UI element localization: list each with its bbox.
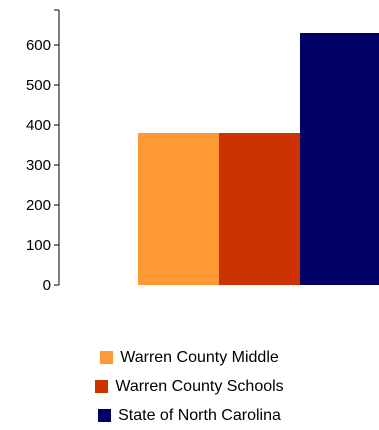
legend-label: Warren County Middle bbox=[120, 348, 279, 366]
legend-label: State of North Carolina bbox=[118, 406, 281, 424]
bar bbox=[219, 133, 300, 285]
legend-label: Warren County Schools bbox=[115, 377, 284, 395]
y-tick-label: 100 bbox=[26, 237, 51, 254]
legend-swatch-icon bbox=[100, 351, 114, 364]
legend-item: Warren County Middle bbox=[0, 343, 379, 372]
bar-chart-svg: 0 100 200 300 400 500 600 bbox=[26, 9, 379, 294]
y-tick-label: 300 bbox=[26, 157, 51, 174]
legend-item: State of North Carolina bbox=[0, 401, 379, 430]
y-tick-label: 200 bbox=[26, 197, 51, 214]
legend-swatch-icon bbox=[95, 380, 109, 393]
bar bbox=[138, 133, 219, 285]
y-tick-label: 0 bbox=[43, 277, 51, 294]
legend: Warren County Middle Warren County Schoo… bbox=[0, 343, 379, 430]
y-tick-label: 400 bbox=[26, 117, 51, 134]
legend-swatch-icon bbox=[98, 409, 112, 422]
y-tick-label: 500 bbox=[26, 77, 51, 94]
legend-item: Warren County Schools bbox=[0, 372, 379, 401]
y-tick-label: 600 bbox=[26, 37, 51, 54]
bar bbox=[300, 33, 379, 285]
